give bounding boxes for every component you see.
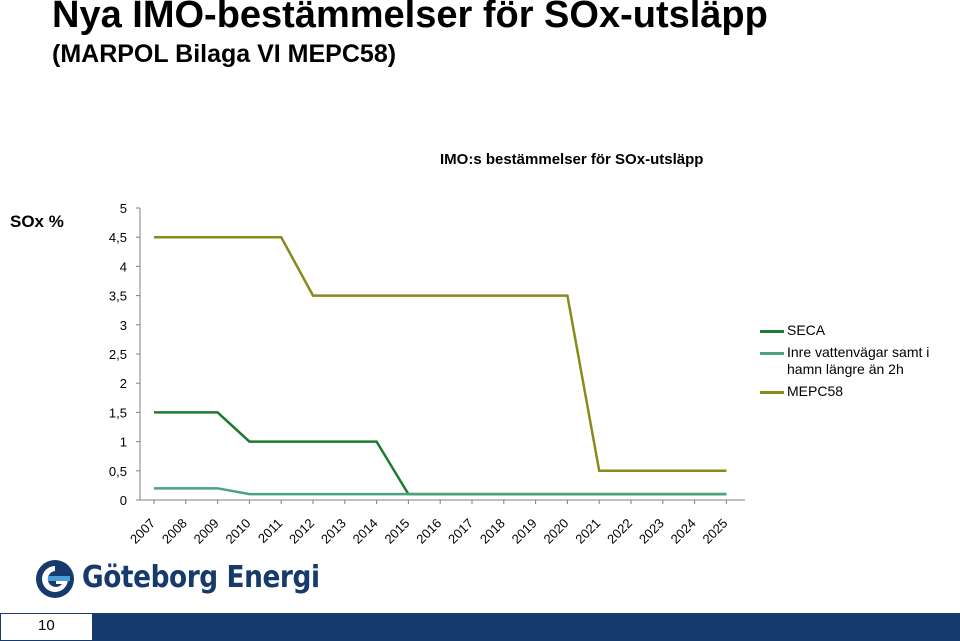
legend-swatch-mepc58 — [760, 391, 784, 394]
x-tick-label: 2012 — [286, 516, 317, 547]
y-tick-label: 3,5 — [109, 289, 127, 304]
series-line-seca — [154, 411, 727, 496]
legend-swatch-seca — [760, 330, 784, 333]
x-tick-label: 2014 — [350, 516, 381, 547]
x-tick-label: 2017 — [445, 516, 476, 547]
x-tick-label: 2008 — [159, 516, 190, 547]
x-tick-label: 2022 — [604, 516, 635, 547]
chart-axes — [136, 207, 745, 504]
y-tick-label: 1,5 — [109, 405, 127, 420]
y-tick-label: 0,5 — [109, 464, 127, 479]
y-tick-labels: 0 0,5 1 1,5 2 2,5 3 3,5 4 4,5 5 — [109, 201, 127, 508]
line-chart: 00,511,522,533,544,55 2007 2008 2009 2010 20… — [109, 201, 745, 547]
y-tick-label: 4,5 — [109, 230, 127, 245]
y-tick-label: 0 — [120, 493, 127, 508]
x-tick-label: 2016 — [413, 516, 444, 547]
x-tick-label: 2015 — [381, 516, 412, 547]
x-tick-label: 2018 — [477, 516, 508, 547]
legend-item-inland: Inre vattenvägar samt i hamn längre än 2… — [760, 344, 960, 383]
x-tick-labels: 2007 2008 2009 2010 2011 2012 2013 2014 2015 2016… — [127, 516, 730, 547]
x-tick-label: 2023 — [636, 516, 667, 547]
page-number-box: 10 — [0, 613, 93, 641]
y-tick-label: 2,5 — [109, 347, 127, 362]
legend-label-seca: SECA — [787, 322, 826, 338]
series-line-inland — [154, 487, 727, 496]
legend-swatch-inland — [760, 352, 784, 355]
y-tick-label: 3 — [120, 318, 127, 333]
y-tick-label: 5 — [120, 201, 127, 216]
x-tick-label: 2025 — [699, 516, 730, 547]
legend-item-mepc58: MEPC58 — [760, 383, 960, 405]
x-tick-label: 2021 — [572, 516, 603, 547]
slide-subtitle: (MARPOL Bilaga VI MEPC58) — [52, 40, 397, 68]
y-tick-label: 1 — [120, 435, 127, 450]
x-tick-label: 2007 — [127, 516, 158, 547]
x-tick-label: 2013 — [318, 516, 349, 547]
series-line-mepc58 — [154, 235, 727, 473]
x-tick-label: 2020 — [540, 516, 571, 547]
legend-item-seca: SECA — [760, 322, 960, 344]
chart-legend: SECA Inre vattenvägar samt i hamn längre… — [760, 322, 960, 405]
slide-title: Nya IMO-bestämmelser för SOx-utsläpp — [52, 0, 768, 36]
y-axis-label: SOx % — [10, 212, 64, 231]
page-number: 10 — [38, 617, 55, 634]
x-tick-label: 2024 — [668, 516, 699, 547]
legend-label-mepc58: MEPC58 — [787, 383, 844, 399]
chart-title: IMO:s bestämmelser för SOx-utsläpp — [440, 151, 704, 168]
x-tick-label: 2010 — [222, 516, 253, 547]
chart-series-lines — [154, 235, 727, 496]
y-tick-label: 2 — [120, 376, 127, 391]
x-tick-label: 2011 — [255, 516, 285, 546]
goteborg-energi-logo: Göteborg Energi — [34, 558, 320, 600]
x-tick-label: 2019 — [509, 516, 540, 547]
logo-text: Göteborg Energi — [82, 560, 320, 595]
footer-bar — [0, 613, 960, 641]
logo-mark-icon — [36, 560, 74, 598]
y-tick-label: 4 — [120, 259, 127, 274]
x-tick-label: 2009 — [191, 516, 222, 547]
legend-label-inland: Inre vattenvägar samt i hamn längre än 2… — [787, 344, 930, 377]
